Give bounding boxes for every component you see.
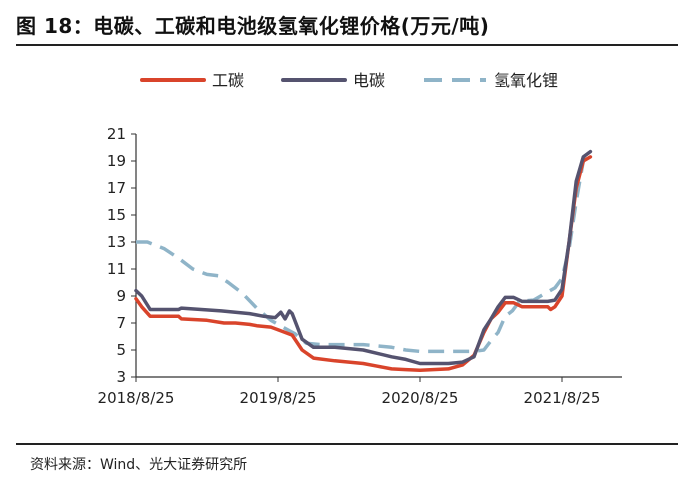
- series-line-industrial-carbonate: [134, 155, 593, 373]
- series-line-lithium-hydroxide: [136, 149, 592, 354]
- figure-title: 图 18：电碳、工碳和电池级氢氧化锂价格(万元/吨): [16, 14, 490, 38]
- y-tick-label: 13: [107, 233, 126, 251]
- series-lines: [134, 149, 593, 373]
- y-tick-label: 17: [107, 179, 126, 197]
- x-tick-label: 2018/8/25: [98, 389, 175, 407]
- y-tick-label: 3: [116, 368, 126, 386]
- y-tick-label: 15: [107, 206, 126, 224]
- y-tick-label: 21: [107, 125, 126, 143]
- legend: 工碳 电碳 氢氧化锂: [140, 71, 558, 90]
- series-line-battery-carbonate: [134, 149, 593, 366]
- y-tick-label: 19: [107, 152, 126, 170]
- legend-label: 工碳: [212, 71, 244, 90]
- x-tick-label: 2021/8/25: [524, 389, 601, 407]
- legend-label: 电碳: [353, 71, 385, 90]
- y-tick-label: 7: [116, 314, 126, 332]
- legend-label: 氢氧化锂: [494, 71, 558, 90]
- x-tick-label: 2019/8/25: [240, 389, 317, 407]
- title-rule: [16, 44, 678, 46]
- y-tick-label: 5: [116, 341, 126, 359]
- y-tick-label: 9: [116, 287, 126, 305]
- x-tick-label: 2020/8/25: [382, 389, 459, 407]
- source-note: 资料来源：Wind、光大证券研究所: [30, 457, 248, 473]
- source-rule: [16, 443, 678, 445]
- y-tick-label: 11: [107, 260, 126, 278]
- axes: 3 5 7 9 11 13 15 17 19 21 2018/8/25 2019/8/25 2020/8…: [98, 125, 622, 407]
